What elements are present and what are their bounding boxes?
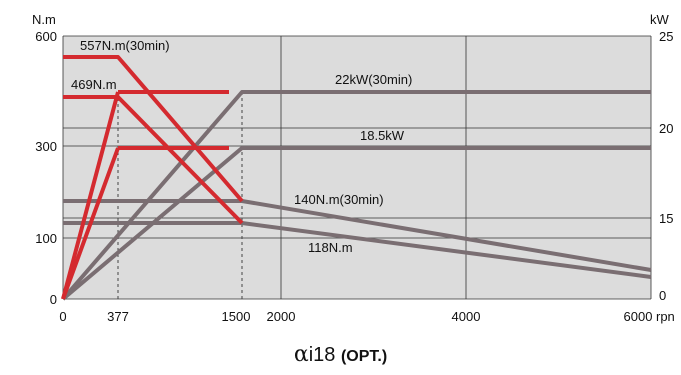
annotation-22kw: 22kW(30min): [335, 72, 412, 87]
annotation-18-5kw: 18.5kW: [360, 128, 405, 143]
x-unit: rpn: [656, 309, 675, 324]
y-right-tick: 20: [659, 121, 673, 136]
y-left-tick: 600: [35, 29, 57, 44]
annotation-469: 469N.m: [71, 77, 117, 92]
power-22kw-curve: [61, 90, 651, 301]
torque-557-rise: [61, 91, 120, 300]
y-right-tick: 0: [659, 288, 666, 303]
chart-title: αi18 (OPT.): [0, 342, 681, 367]
y-right-unit: kW: [650, 12, 670, 27]
torque-power-chart: 557N.m(30min) 469N.m 22kW(30min) 18.5kW …: [32, 12, 675, 324]
annotation-140: 140N.m(30min): [294, 192, 384, 207]
y-left-tick: 0: [50, 292, 57, 307]
power-18-5kw-curve: [61, 146, 651, 301]
torque-curves: [61, 55, 244, 300]
torque-469-rise: [61, 147, 120, 300]
title-main: i18: [308, 344, 336, 366]
x-tick: 2000: [267, 309, 296, 324]
annotation-118: 118N.m: [308, 240, 353, 255]
dashed-refs: [117, 92, 243, 299]
title-symbol: α: [293, 342, 309, 367]
y-left-tick: 300: [35, 139, 57, 154]
v-gridlines: [62, 36, 652, 299]
y-right-tick: 25: [659, 29, 673, 44]
x-tick: 4000: [452, 309, 481, 324]
y-right-tick: 15: [659, 211, 673, 226]
x-tick: 0: [59, 309, 66, 324]
y-left-tick: 100: [35, 231, 57, 246]
x-tick: 6000: [624, 309, 653, 324]
annotation-557: 557N.m(30min): [80, 38, 170, 53]
title-suffix: (OPT.): [340, 348, 388, 365]
torque-557-curve: [63, 55, 244, 203]
x-tick: 377: [107, 309, 129, 324]
x-tick: 1500: [222, 309, 251, 324]
y-left-unit: N.m: [32, 12, 56, 27]
